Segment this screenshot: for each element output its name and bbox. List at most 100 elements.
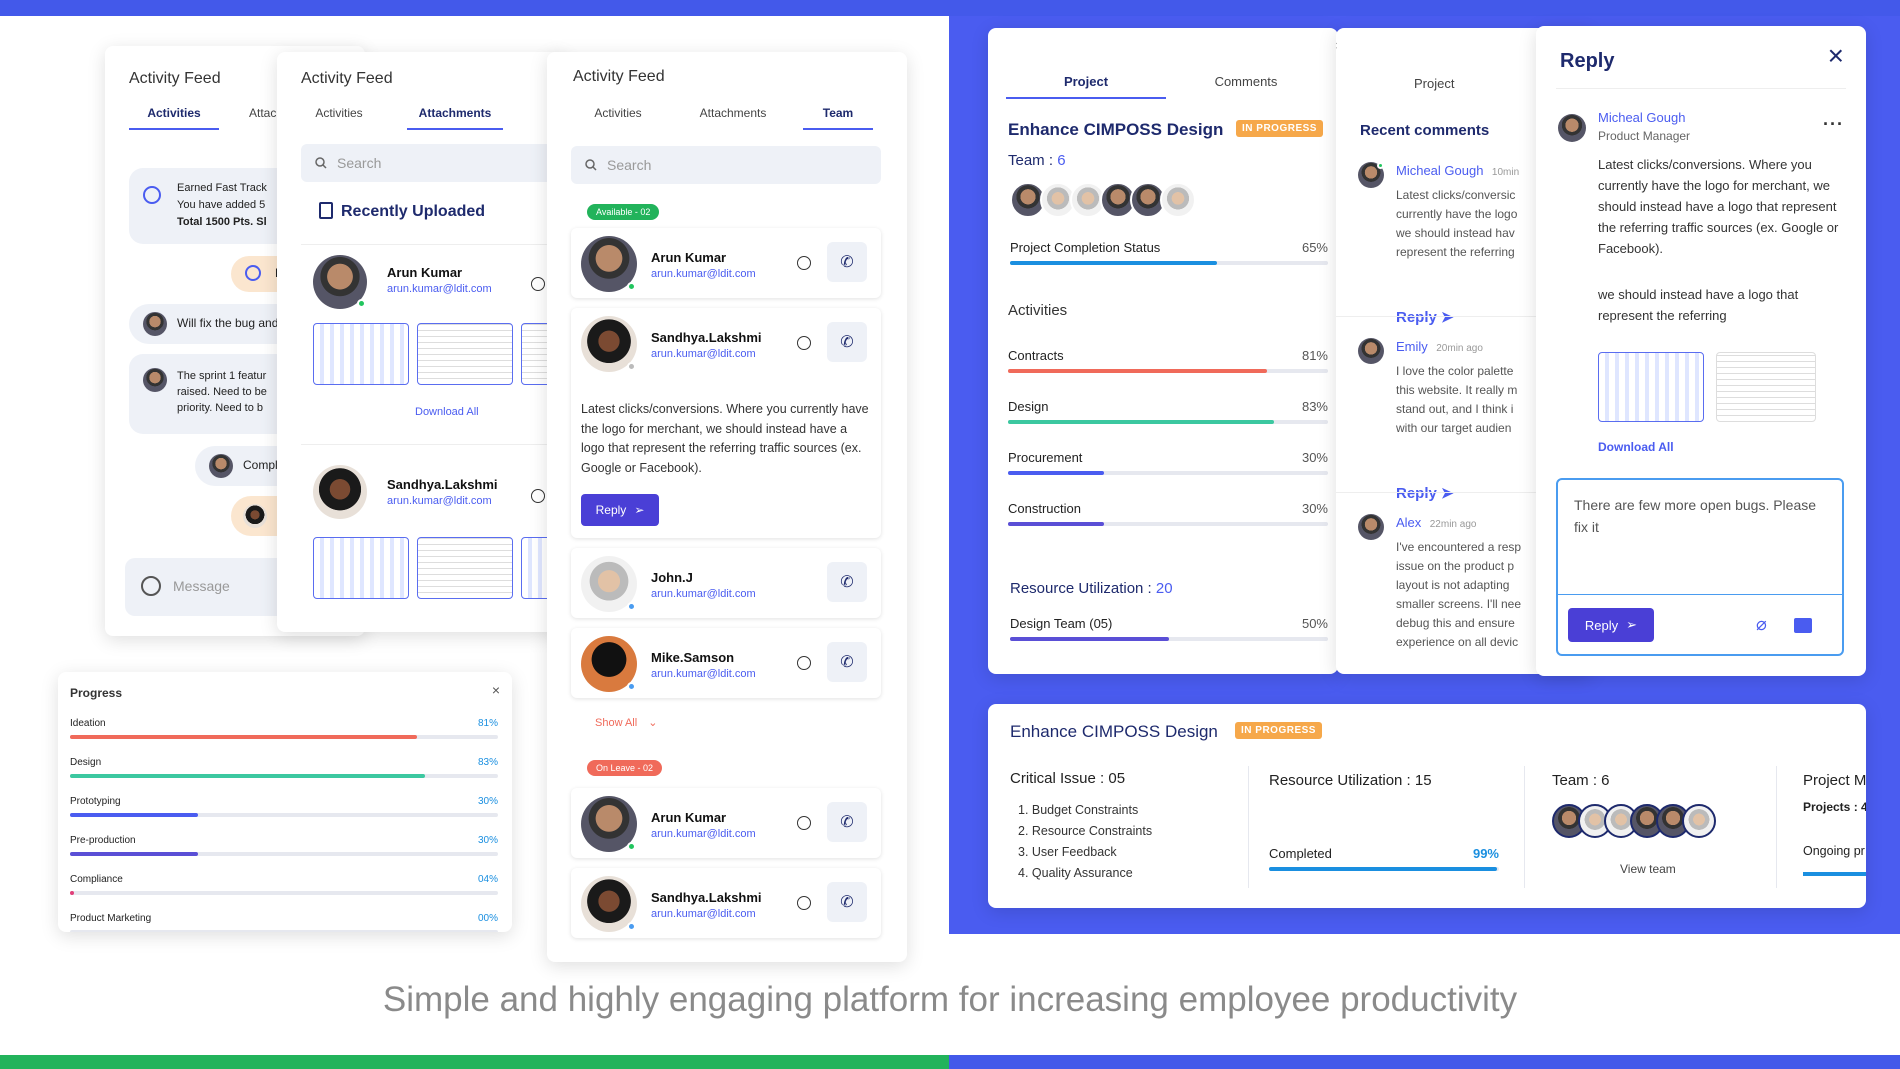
avatar xyxy=(581,556,637,612)
commenter-name[interactable]: Alex xyxy=(1396,515,1422,530)
message-placeholder: Message xyxy=(173,578,230,594)
comment-line: I love the color palette xyxy=(1396,364,1514,378)
team-avatars[interactable] xyxy=(1552,804,1716,838)
phone-icon: ✆ xyxy=(840,574,854,591)
attachment-thumbnail[interactable] xyxy=(1598,352,1704,422)
more-icon[interactable]: ··· xyxy=(1823,114,1844,134)
row-label: Design xyxy=(70,757,102,768)
reply-button[interactable]: Reply ➢ xyxy=(581,494,659,526)
tab-project[interactable]: Project xyxy=(1414,76,1455,91)
comment-line: smaller screens. I'll nee xyxy=(1396,597,1522,611)
progress-fill xyxy=(1010,637,1169,641)
status-dot xyxy=(627,282,636,291)
tab-activities[interactable]: Activities xyxy=(594,106,642,120)
person-email[interactable]: arun.kumar@ldit.com xyxy=(651,668,756,680)
tab-activities[interactable]: Activities xyxy=(129,106,219,130)
author-name[interactable]: Micheal Gough xyxy=(1598,110,1686,125)
person-email[interactable]: arun.kumar@ldit.com xyxy=(651,828,756,840)
chat-icon[interactable] xyxy=(797,656,811,670)
comment-line: debug this and ensure xyxy=(1396,616,1515,630)
team-avatars[interactable] xyxy=(1010,182,1196,218)
call-button[interactable]: ✆ xyxy=(827,322,867,362)
call-button[interactable]: ✆ xyxy=(827,562,867,602)
reply-link[interactable]: Reply ➤ xyxy=(1396,484,1454,502)
download-all-link[interactable]: Download All xyxy=(415,406,479,418)
attachment-thumbnail[interactable] xyxy=(1716,352,1816,422)
call-button[interactable]: ✆ xyxy=(827,642,867,682)
tab-attachments[interactable]: Attachments xyxy=(407,106,503,130)
ongoing-label: Ongoing pr xyxy=(1803,844,1865,858)
close-icon[interactable]: × xyxy=(1336,38,1338,53)
completion-status: Project Completion Status 65% xyxy=(1010,240,1328,265)
person-email[interactable]: arun.kumar@ldit.com xyxy=(651,908,756,920)
activity-line: You have added 5 xyxy=(177,199,266,211)
tab-attachments[interactable]: Attachments xyxy=(699,106,767,120)
ongoing-bar xyxy=(1803,872,1866,876)
row-label: Compliance xyxy=(70,874,123,885)
person-name: Sandhya.Lakshmi xyxy=(651,890,762,905)
comment-line: layout is not adapting xyxy=(1396,578,1510,592)
close-icon[interactable]: × xyxy=(491,682,500,698)
chat-icon[interactable] xyxy=(797,816,811,830)
recently-uploaded-heading: Recently Uploaded xyxy=(319,202,485,221)
person-email[interactable]: arun.kumar@ldit.com xyxy=(387,283,492,295)
commenter-name[interactable]: Emily xyxy=(1396,339,1428,354)
completion-label: Project Completion Status xyxy=(1010,240,1161,255)
reply-title: Reply xyxy=(1560,50,1615,72)
tab-project[interactable]: Project xyxy=(1006,74,1166,99)
chat-icon[interactable] xyxy=(797,256,811,270)
attachment-thumbnail[interactable] xyxy=(417,323,513,385)
search-icon xyxy=(585,159,597,171)
reply-link[interactable]: Reply ➤ xyxy=(1396,308,1454,326)
progress-fill xyxy=(1008,522,1104,526)
reply-input[interactable]: There are few more open bugs. Please fix… xyxy=(1556,478,1844,656)
view-team-link[interactable]: View team xyxy=(1620,862,1676,876)
commenter-name[interactable]: Micheal Gough xyxy=(1396,163,1484,178)
person-name: Arun Kumar xyxy=(387,265,463,280)
chat-icon[interactable] xyxy=(797,896,811,910)
chat-icon[interactable] xyxy=(531,489,545,503)
person-email[interactable]: arun.kumar@ldit.com xyxy=(651,268,756,280)
tab-comments[interactable]: Comments xyxy=(1214,74,1278,89)
team-label: Team : xyxy=(1008,152,1054,169)
attachment-thumbnail[interactable] xyxy=(417,537,513,599)
avatar xyxy=(1682,804,1716,838)
resource-utilization: Resource Utilization : 20 xyxy=(1010,580,1173,597)
comment-line: we should instead hav xyxy=(1396,226,1515,240)
avatar xyxy=(313,465,367,519)
progress-bar xyxy=(1010,261,1328,265)
progress-fill xyxy=(1008,420,1274,424)
person-email[interactable]: arun.kumar@ldit.com xyxy=(651,348,756,360)
comment-time: 10min xyxy=(1491,167,1520,178)
tab-team[interactable]: Team xyxy=(803,106,873,130)
issue-list: 1. Budget Constraints 2. Resource Constr… xyxy=(1018,800,1152,884)
call-button[interactable]: ✆ xyxy=(827,882,867,922)
chat-icon[interactable] xyxy=(531,277,545,291)
search-input[interactable]: Search xyxy=(571,146,881,184)
image-icon[interactable] xyxy=(1794,618,1812,633)
completion-value: 65% xyxy=(1301,240,1328,255)
call-button[interactable]: ✆ xyxy=(827,802,867,842)
progress-row: Prototyping 30% xyxy=(70,796,498,817)
attachment-icon[interactable]: ⌀ xyxy=(1756,614,1767,634)
tab-activities[interactable]: Activities xyxy=(315,106,363,120)
avatar xyxy=(143,368,167,392)
person-email[interactable]: arun.kumar@ldit.com xyxy=(651,588,756,600)
chat-icon[interactable] xyxy=(797,336,811,350)
progress-bar xyxy=(1010,637,1328,641)
search-input[interactable]: Search xyxy=(301,144,561,182)
download-all-link[interactable]: Download All xyxy=(1598,440,1674,454)
person-email[interactable]: arun.kumar@ldit.com xyxy=(387,495,492,507)
reply-button[interactable]: Reply ➢ xyxy=(1568,608,1654,642)
search-icon xyxy=(315,157,327,169)
emoji-icon[interactable] xyxy=(141,576,161,596)
close-icon[interactable]: × xyxy=(1827,40,1844,71)
attachment-thumbnail[interactable] xyxy=(313,323,409,385)
call-button[interactable]: ✆ xyxy=(827,242,867,282)
recent-label: Recently Uploaded xyxy=(341,203,486,220)
tab-attachments[interactable]: Attac xyxy=(249,106,277,120)
feed-title: Activity Feed xyxy=(129,70,221,87)
team-member-expanded: Sandhya.Lakshmi arun.kumar@ldit.com ✆ La… xyxy=(571,308,881,538)
attachment-thumbnail[interactable] xyxy=(313,537,409,599)
show-all-link[interactable]: Show All ⌄ xyxy=(595,716,657,729)
